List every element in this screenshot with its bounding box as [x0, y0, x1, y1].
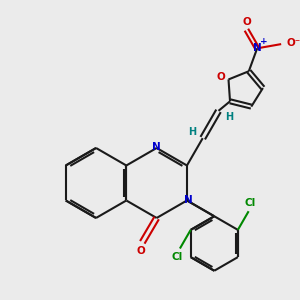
Text: Cl: Cl [244, 198, 256, 208]
Text: N: N [152, 142, 161, 152]
Text: O: O [216, 72, 225, 82]
Text: +: + [260, 37, 267, 46]
Text: H: H [188, 127, 196, 137]
Text: O: O [242, 17, 251, 27]
Text: O: O [136, 246, 145, 256]
Text: O⁻: O⁻ [286, 38, 300, 48]
Text: H: H [225, 112, 233, 122]
Text: N: N [253, 43, 262, 53]
Text: Cl: Cl [171, 251, 183, 262]
Text: N: N [184, 196, 193, 206]
